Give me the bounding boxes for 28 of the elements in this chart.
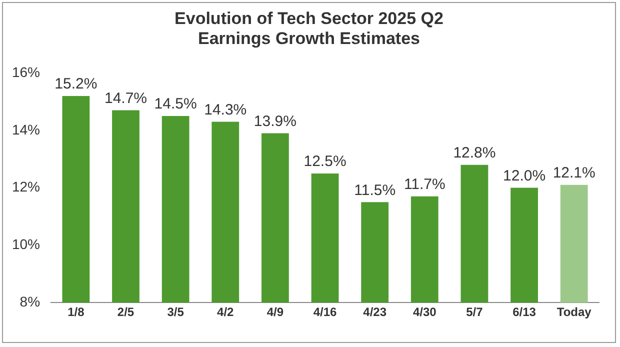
chart-title: Evolution of Tech Sector 2025 Q2 Earnings Growth Estimates bbox=[174, 9, 444, 49]
x-tick-label: 6/13 bbox=[512, 305, 536, 320]
data-label: 13.9% bbox=[254, 112, 296, 130]
x-tick-label: 4/16 bbox=[313, 305, 338, 320]
y-tick-label: 8% bbox=[20, 293, 40, 310]
data-label: 11.5% bbox=[354, 182, 396, 199]
data-label: 12.0% bbox=[503, 167, 546, 184]
data-label: 14.5% bbox=[154, 96, 197, 113]
x-tick-label: Today bbox=[556, 305, 592, 320]
y-tick-label: 12% bbox=[12, 178, 40, 195]
data-label: 15.2% bbox=[54, 76, 98, 93]
x-tick-label: 4/9 bbox=[266, 305, 284, 320]
y-tick-label: 14% bbox=[12, 121, 40, 138]
x-tick-label: 4/2 bbox=[217, 305, 234, 320]
data-label: 14.3% bbox=[204, 101, 247, 118]
x-tick-label: 2/5 bbox=[117, 305, 134, 320]
y-tick-label: 10% bbox=[12, 236, 40, 252]
data-label: 12.5% bbox=[304, 153, 346, 170]
data-label: 12.1% bbox=[552, 164, 596, 182]
x-tick-label: 4/30 bbox=[412, 305, 437, 320]
data-label: 14.7% bbox=[104, 90, 148, 107]
x-tick-label: 5/7 bbox=[466, 305, 484, 320]
x-tick-label: 3/5 bbox=[167, 305, 184, 320]
x-tick-label: 1/8 bbox=[68, 305, 85, 320]
y-tick-label: 16% bbox=[12, 64, 40, 80]
x-tick-label: 4/23 bbox=[363, 305, 387, 320]
data-label: 11.7% bbox=[404, 176, 446, 194]
data-label: 12.8% bbox=[453, 144, 496, 162]
